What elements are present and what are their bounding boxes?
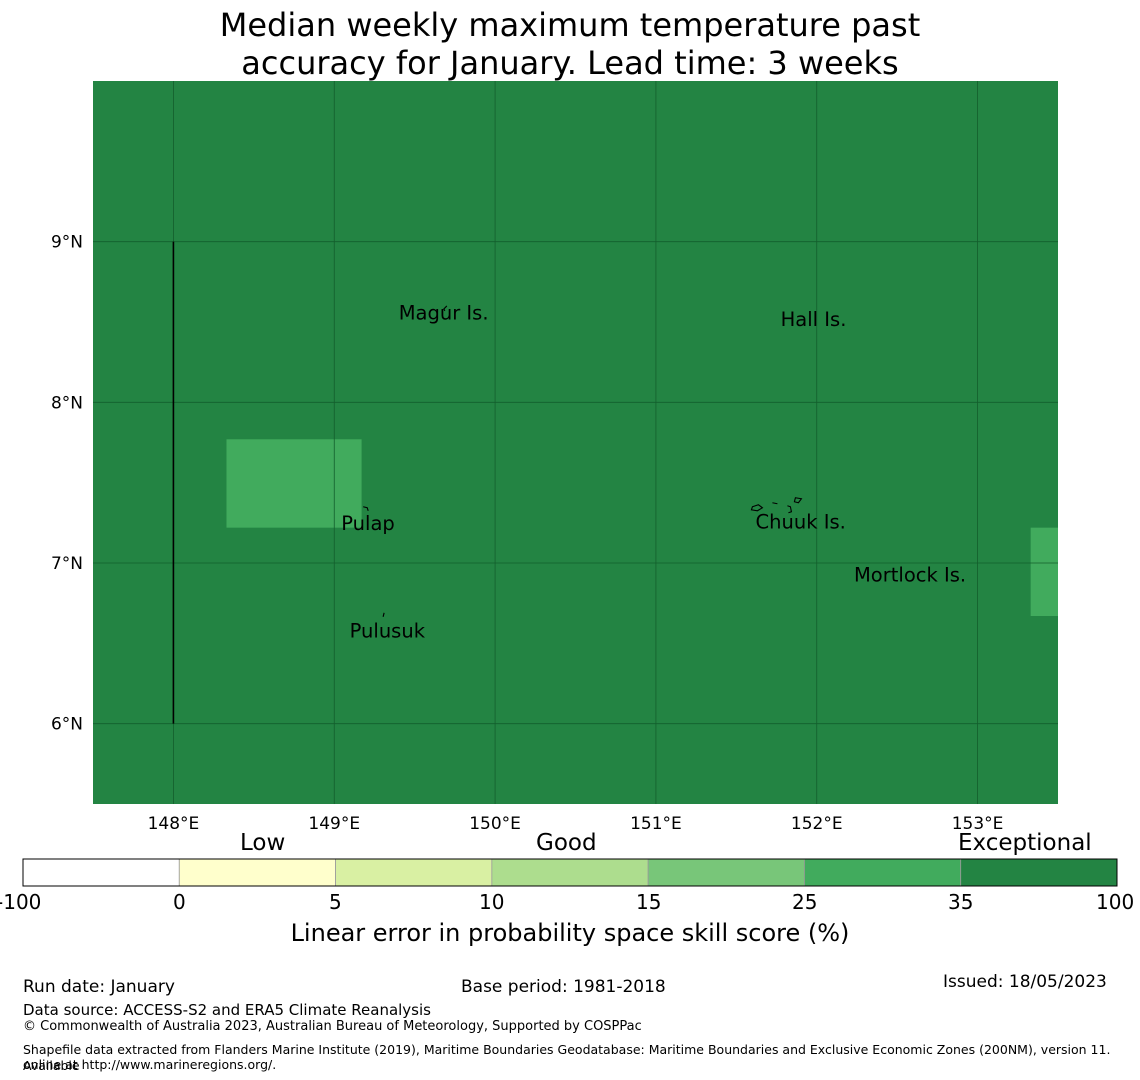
data-source: Data source: ACCESS-S2 and ERA5 Climate … bbox=[23, 1001, 431, 1019]
colorbar bbox=[22, 858, 1118, 887]
island-outline bbox=[363, 506, 369, 511]
island-outline bbox=[750, 497, 803, 514]
place-label: Magur Is. bbox=[399, 301, 489, 324]
x-tick-label: 153°E bbox=[952, 814, 1004, 834]
issued-date: Issued: 18/05/2023 bbox=[943, 972, 1107, 992]
colorbar-tick-label: 35 bbox=[948, 890, 974, 914]
colorbar-tick-label: 10 bbox=[479, 890, 505, 914]
colorbar-axis-label: Linear error in probability space skill … bbox=[290, 919, 850, 947]
colorbar-category-low: Low bbox=[240, 830, 286, 856]
chart-title-line2: accuracy for January. Lead time: 3 weeks bbox=[241, 44, 899, 82]
place-label: Pulusuk bbox=[350, 620, 426, 643]
y-tick-label: 6°N bbox=[51, 715, 83, 735]
colorbar-segment bbox=[178, 858, 336, 887]
x-tick-label: 152°E bbox=[791, 814, 843, 834]
y-tick-label: 8°N bbox=[51, 393, 83, 413]
colorbar-segment bbox=[491, 858, 649, 887]
colorbar-segment bbox=[804, 858, 962, 887]
base-period: Base period: 1981-2018 bbox=[461, 977, 666, 997]
colorbar-tick-label: 15 bbox=[636, 890, 662, 914]
colorbar-tick-label: -100 bbox=[0, 890, 42, 914]
shapefile-credit-line2: online at http://www.marineregions.org/. bbox=[23, 1057, 277, 1072]
colorbar-category-good: Good bbox=[536, 830, 597, 856]
x-tick-label: 151°E bbox=[630, 814, 682, 834]
colorbar-frame bbox=[22, 858, 1118, 887]
place-label: Hall Is. bbox=[781, 308, 847, 331]
colorbar-category-exceptional: Exceptional bbox=[958, 830, 1092, 856]
map-skill-cell bbox=[226, 439, 362, 528]
map-plot-area: Magur Is. Hall Is. Pulap Chuuk Is. Mortlock … bbox=[51, 81, 1058, 834]
place-label: Pulap bbox=[341, 512, 395, 535]
copyright: © Commonwealth of Australia 2023, Austra… bbox=[23, 1019, 642, 1034]
colorbar-tick-label: 0 bbox=[173, 890, 186, 914]
chart-title: Median weekly maximum temperature past a… bbox=[0, 6, 1140, 82]
y-tick-label: 9°N bbox=[51, 233, 83, 253]
x-tick-label: 148°E bbox=[148, 814, 200, 834]
colorbar-segment bbox=[647, 858, 805, 887]
chart-title-line1: Median weekly maximum temperature past bbox=[219, 6, 921, 44]
colorbar-tick-label: 100 bbox=[1096, 890, 1135, 914]
x-tick-label: 149°E bbox=[308, 814, 360, 834]
y-tick-label: 7°N bbox=[51, 554, 83, 574]
place-label: Chuuk Is. bbox=[756, 510, 846, 533]
shapefile-credit-line1: Shapefile data extracted from Flanders M… bbox=[23, 1042, 1111, 1073]
x-tick-label: 150°E bbox=[469, 814, 521, 834]
island-outline bbox=[443, 305, 448, 312]
colorbar-segment bbox=[22, 858, 180, 887]
colorbar-segment bbox=[335, 858, 493, 887]
place-label: Mortlock Is. bbox=[854, 563, 966, 586]
colorbar-segment bbox=[960, 858, 1118, 887]
colorbar-tick-label: 25 bbox=[792, 890, 818, 914]
run-date: Run date: January bbox=[23, 977, 175, 997]
colorbar-tick-label: 5 bbox=[329, 890, 342, 914]
island-outline bbox=[382, 612, 385, 617]
map-skill-cell bbox=[1030, 527, 1058, 617]
